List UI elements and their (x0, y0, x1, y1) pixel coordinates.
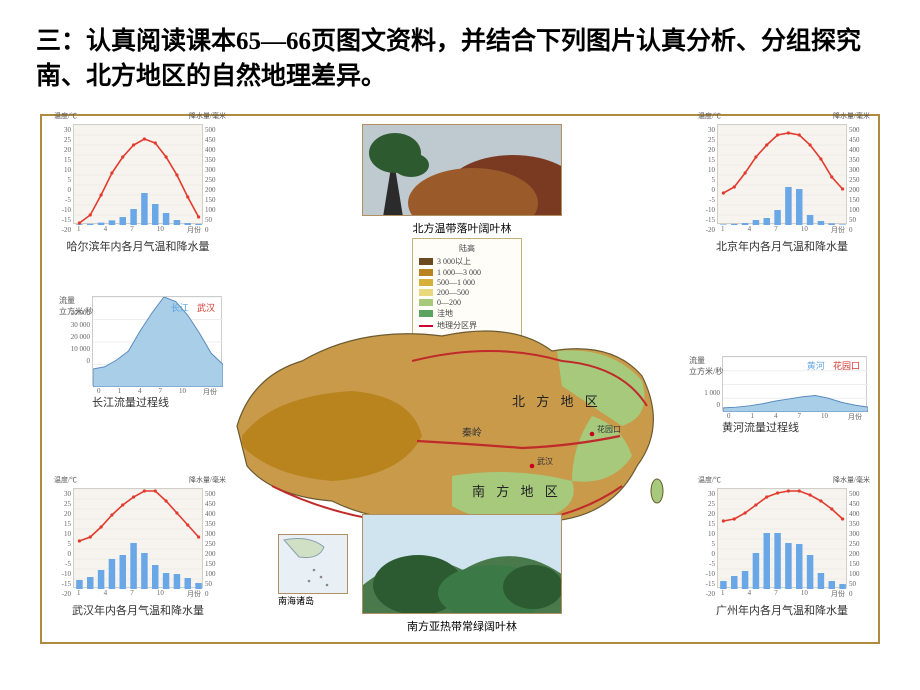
chart-changjiang: 长江 武汉 流量立方米/秒 40 00030 00020 00010 0000 … (58, 296, 223, 410)
photo-north-forest: 北方温带落叶阔叶林 (362, 124, 562, 236)
axis-flow-ticks: 40 00030 00020 00010 0000 (63, 307, 90, 367)
chart-wuhan: 温度/℃ 降水量/毫米 302520151050-5-10-15-20 5004… (58, 488, 218, 628)
photo-south-forest: 南方亚热带常绿阔叶林 (362, 514, 562, 634)
axis-precip-ticks: 500450400350300250200150100500 (205, 125, 230, 235)
svg-text:花园口: 花园口 (597, 424, 621, 434)
axis-month: 14710月份 (74, 225, 204, 235)
chart-haerbin-plot: 温度/℃ 降水量/毫米 302520151050-5-10-15-20 5004… (73, 124, 203, 224)
chart-guangzhou: 温度/℃ 降水量/毫米 302520151050-5-10-15-20 5004… (702, 488, 862, 628)
chart-beijing-plot: 温度/℃ 降水量/毫米 302520151050-5-10-15-20 5004… (717, 124, 847, 224)
chart-haerbin-caption: 哈尔滨年内各月气温和降水量 (58, 238, 218, 254)
axis-precip-title: 降水量/毫米 (189, 111, 226, 121)
figure-composite: 温度/℃ 降水量/毫米 302520151050-5-10-15-20 5004… (40, 114, 880, 644)
svg-text:南 方 地 区: 南 方 地 区 (472, 484, 562, 499)
chart-beijing: 温度/℃ 降水量/毫米 302520151050-5-10-15-20 5004… (702, 124, 862, 264)
axis-temp-title: 温度/℃ (54, 111, 77, 121)
china-map: 秦岭 北 方 地 区南 方 地 区 花园口武汉 (212, 306, 682, 536)
axis-temp-ticks: 302520151050-5-10-15-20 (46, 125, 71, 235)
inset-nanhai-caption: 南海诸岛 (278, 594, 348, 607)
chart-guangzhou-caption: 广州年内各月气温和降水量 (702, 602, 862, 618)
legend-changjiang: 长江 武汉 (171, 301, 215, 314)
inset-nanhai: 南海诸岛 (278, 534, 348, 607)
svg-text:武汉: 武汉 (537, 456, 553, 466)
svg-text:北 方 地 区: 北 方 地 区 (512, 394, 602, 409)
chart-huanghe: 黄河 花园口 流量立方米/秒 1 0000 014710月份 黄河流量过程线 (690, 356, 870, 435)
photo-south-forest-caption: 南方亚热带常绿阔叶林 (362, 618, 562, 634)
chart-haerbin: 温度/℃ 降水量/毫米 302520151050-5-10-15-20 5004… (58, 124, 218, 264)
photo-north-forest-caption: 北方温带落叶阔叶林 (362, 220, 562, 236)
chart-beijing-caption: 北京年内各月气温和降水量 (702, 238, 862, 254)
legend-title: 陆高 (419, 243, 515, 254)
svg-text:秦岭: 秦岭 (462, 426, 482, 439)
section-heading: 三：认真阅读课本65—66页图文资料，并结合下列图片认真分析、分组探究南、北方地… (36, 24, 884, 94)
chart-wuhan-caption: 武汉年内各月气温和降水量 (58, 602, 218, 618)
legend-huanghe: 黄河 花园口 (807, 359, 860, 372)
